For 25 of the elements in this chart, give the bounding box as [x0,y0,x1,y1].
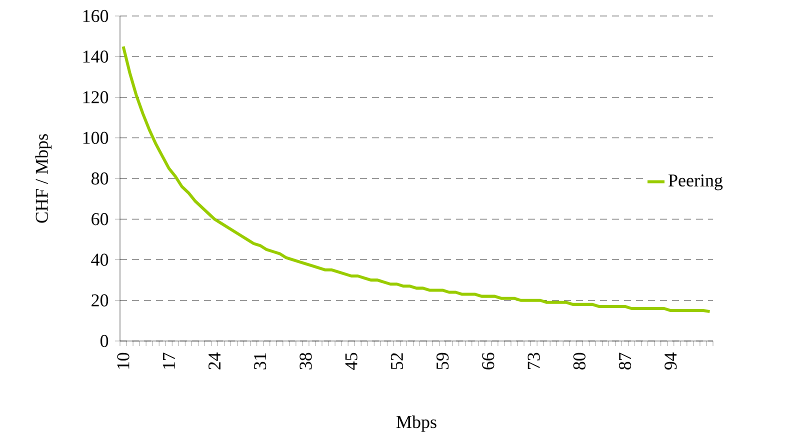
y-tick-label: 120 [83,91,108,104]
x-tick-label: 80 [573,352,586,370]
legend-label: Peering [668,174,723,190]
x-tick-label: 10 [117,352,130,369]
y-tick-label: 160 [83,10,108,22]
y-tick-label: 0 [100,334,108,348]
x-tick-label: 17 [162,352,175,369]
x-tick-label: 31 [254,353,266,370]
x-axis-title: Mbps [396,415,436,432]
y-tick-label: 20 [92,294,108,306]
x-tick-label: 38 [300,352,312,370]
y-tick-label: 100 [83,132,108,144]
x-tick-label: 94 [664,352,677,370]
x-tick-label: 59 [436,352,449,370]
y-tick-label: 60 [92,213,108,226]
y-tick-label: 140 [83,50,108,63]
y-tick-label: 40 [91,254,108,266]
x-tick-label: 45 [345,352,358,370]
y-axis-title: CHF / Mbps [35,134,52,223]
x-tick-label: 52 [390,353,403,370]
x-tick-label: 66 [482,352,494,370]
y-tick-label: 80 [91,172,108,185]
x-tick-label: 73 [528,352,540,370]
x-tick-label: 87 [618,352,632,370]
x-tick-label: 24 [208,352,220,370]
